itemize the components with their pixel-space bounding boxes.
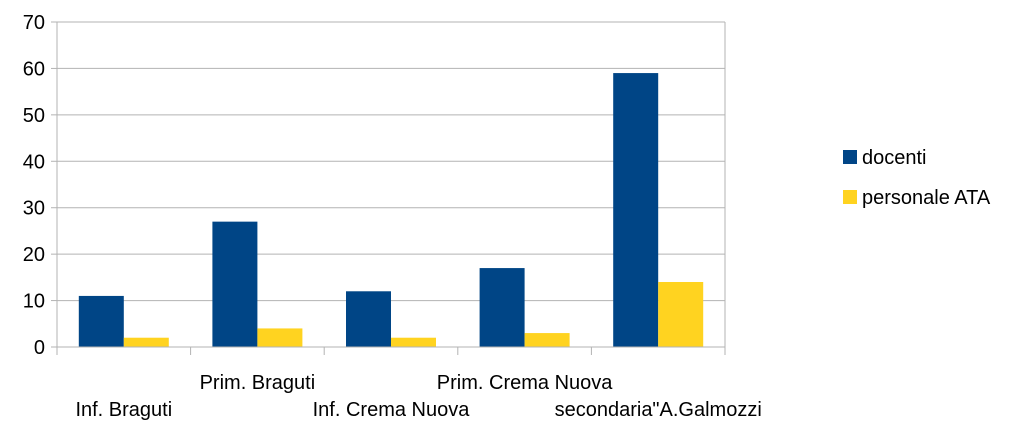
bar-personale-ata [391, 337, 436, 347]
legend: docenti personale ATA [843, 147, 991, 209]
bar-personale-ata [658, 282, 704, 347]
y-axis-tick-labels: 0 10 20 30 40 50 60 70 [23, 12, 45, 359]
x-category-label: Inf. Crema Nuova [313, 399, 471, 421]
y-tick-label: 70 [23, 12, 45, 34]
bar-docenti [479, 268, 525, 347]
x-category-label: Prim. Braguti [200, 372, 316, 394]
legend-swatch [843, 150, 857, 164]
bar-personale-ata [257, 328, 303, 347]
bar-docenti [212, 221, 258, 347]
gridlines [57, 21, 725, 302]
y-tick-label: 50 [23, 105, 45, 127]
legend-label: docenti [862, 147, 927, 169]
y-tick-label: 10 [23, 291, 45, 313]
x-category-label: secondaria"A.Galmozzi [555, 399, 762, 421]
bar-docenti [613, 73, 659, 348]
x-axis-category-labels: Inf. Braguti Prim. Braguti Inf. Crema Nuov… [75, 372, 761, 421]
bar-personale-ata [524, 333, 570, 347]
bars [78, 73, 704, 348]
axes [51, 21, 726, 355]
bar-docenti [346, 291, 391, 347]
y-tick-label: 30 [23, 198, 45, 220]
y-tick-label: 20 [23, 244, 45, 266]
y-tick-label: 0 [34, 337, 45, 359]
x-category-label: Prim. Crema Nuova [437, 372, 613, 394]
y-tick-label: 40 [23, 151, 45, 173]
bar-docenti [78, 295, 124, 347]
bar-personale-ata [123, 337, 169, 347]
x-category-label: Inf. Braguti [75, 399, 172, 421]
y-tick-label: 60 [23, 58, 45, 80]
legend-label: personale ATA [862, 187, 991, 209]
legend-swatch [843, 190, 857, 204]
